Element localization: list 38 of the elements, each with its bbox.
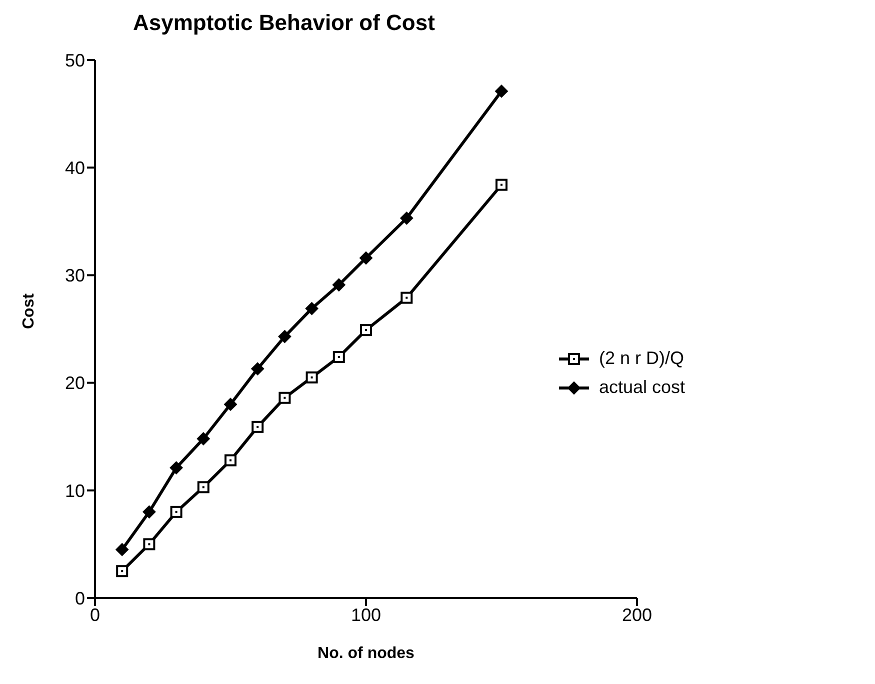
point: [305, 302, 318, 316]
point: [224, 454, 236, 466]
point: [496, 178, 508, 191]
point: [495, 84, 508, 98]
y-tick-label: 0: [74, 588, 85, 608]
x-tick-label: 200: [622, 604, 652, 625]
y-tick-label: 30: [64, 266, 85, 286]
point: [224, 398, 237, 411]
point: [142, 505, 156, 518]
point: [360, 251, 372, 264]
point: [400, 212, 414, 225]
y-tick-label: 20: [64, 373, 85, 394]
point: [360, 324, 372, 336]
x-axis-title: No. of nodes: [318, 645, 415, 662]
point: [278, 330, 292, 344]
legend-label: (2 n r D)/Q: [599, 348, 684, 369]
point: [196, 432, 210, 446]
y-axis-title: Cost: [20, 292, 38, 329]
point: [332, 350, 345, 363]
point: [116, 543, 129, 556]
y-tick-label: 40: [64, 158, 85, 178]
point: [197, 481, 210, 494]
point: [251, 362, 264, 376]
point: [170, 506, 182, 518]
chart-title: Asymptotic Behavior of Cost: [132, 9, 436, 37]
point: [332, 278, 346, 292]
point: [116, 565, 128, 578]
point: [278, 392, 291, 404]
point: [170, 461, 183, 474]
point: [143, 538, 156, 550]
y-tick-label: 10: [64, 480, 85, 501]
legend-label: actual cost: [599, 377, 686, 398]
y-tick-label: 50: [64, 50, 85, 70]
point: [306, 371, 318, 384]
point: [252, 420, 264, 433]
x-tick-label: 100: [350, 604, 382, 625]
point: [400, 292, 413, 304]
x-tick-label: 0: [90, 604, 100, 625]
